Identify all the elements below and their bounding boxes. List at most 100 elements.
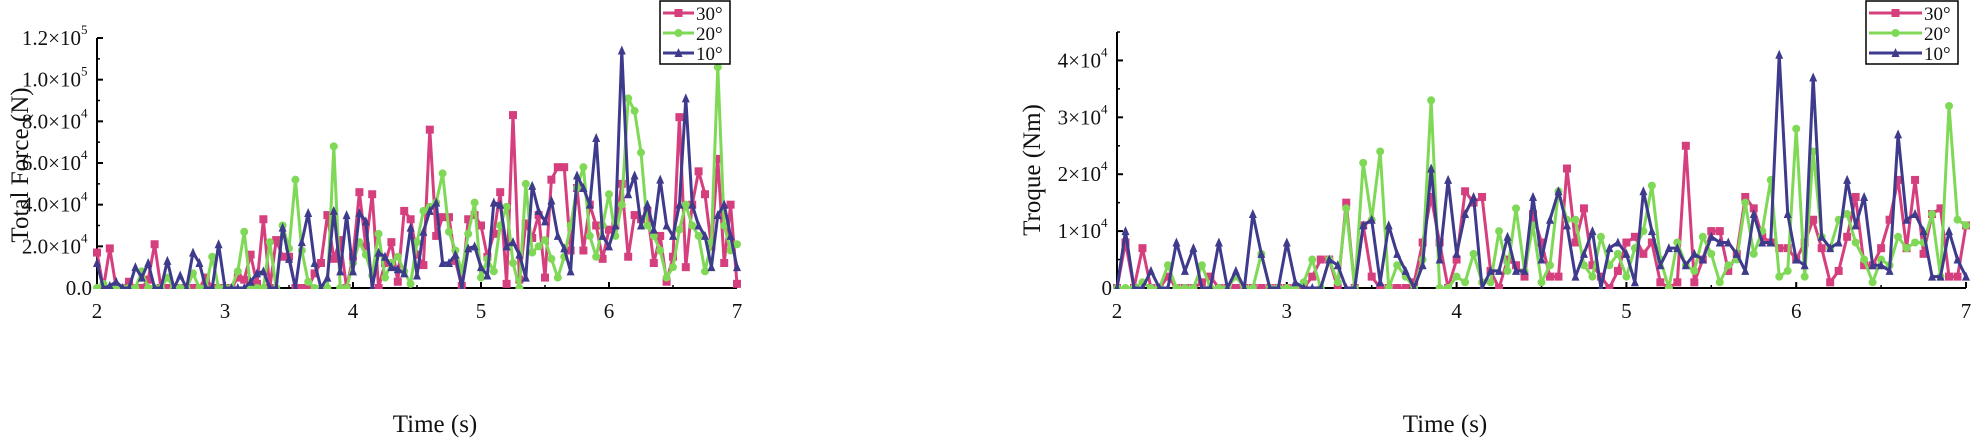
circle-marker (1452, 272, 1461, 281)
square-marker (355, 188, 364, 197)
legend-label: 20° (696, 24, 723, 45)
triangle-marker (489, 197, 498, 207)
square-marker (675, 113, 684, 122)
triangle-marker (451, 249, 460, 259)
circle-marker (733, 240, 741, 249)
triangle-marker (1248, 209, 1257, 219)
square-marker (125, 277, 133, 286)
triangle-marker (406, 222, 415, 232)
square-marker (1775, 244, 1784, 253)
circle-marker (669, 263, 677, 272)
triangle-marker (656, 174, 665, 184)
triangle-marker (1318, 283, 1324, 289)
series-10deg (93, 45, 741, 289)
circle-marker (617, 200, 626, 209)
triangle-marker (1834, 237, 1843, 247)
triangle-marker (694, 220, 703, 230)
circle-marker (1197, 261, 1206, 270)
square-marker (579, 246, 588, 255)
triangle-marker (701, 230, 709, 240)
square-marker (189, 284, 197, 289)
circle-marker (1596, 232, 1605, 241)
triangle-marker (253, 268, 261, 278)
triangle-marker (413, 270, 421, 280)
series-10deg (1114, 49, 1970, 289)
circle-marker (624, 94, 633, 103)
x-axis-label: Time (s) (393, 411, 478, 438)
square-marker (1953, 272, 1962, 281)
circle-marker (1545, 261, 1554, 270)
square-marker (1817, 244, 1826, 253)
circle-marker (1775, 272, 1784, 281)
legend: 30°20°10° (659, 0, 731, 65)
square-marker (1452, 255, 1461, 264)
triangle-marker (1554, 186, 1563, 196)
square-marker (1851, 192, 1860, 201)
circle-marker (329, 142, 338, 151)
circle-marker (323, 284, 332, 289)
triangle-marker (477, 262, 485, 272)
triangle-marker (304, 208, 313, 217)
triangle-marker (675, 199, 684, 209)
triangle-marker (329, 205, 338, 215)
square-marker (534, 211, 543, 220)
square-marker (1333, 284, 1342, 289)
square-marker (1639, 249, 1648, 258)
square-marker (1435, 238, 1444, 247)
square-marker (381, 259, 389, 267)
triangle-marker (1681, 260, 1690, 270)
square-marker (1911, 175, 1920, 184)
triangle-marker (1444, 174, 1453, 184)
triangle-marker (400, 268, 409, 278)
circle-marker (1189, 284, 1198, 289)
triangle-marker (235, 283, 241, 289)
triangle-marker (1139, 283, 1146, 289)
circle-marker (1299, 278, 1308, 287)
triangle-marker (502, 241, 511, 251)
circle-marker (1877, 255, 1886, 264)
square-marker (726, 200, 735, 209)
x-tick-label: 4 (1451, 299, 1462, 323)
circle-marker (502, 202, 511, 211)
triangle-marker (1891, 48, 1900, 57)
triangle-marker (119, 283, 126, 289)
y-axis-label: Total Force (N) (7, 87, 34, 242)
x-tick-label: 6 (1791, 299, 1802, 323)
triangle-marker (126, 283, 132, 289)
square-marker (669, 252, 677, 261)
triangle-marker (1673, 243, 1682, 253)
circle-marker (1537, 278, 1546, 287)
triangle-marker (1214, 237, 1223, 247)
square-marker (1308, 272, 1317, 281)
circle-marker (1792, 124, 1801, 133)
triangle-marker (1741, 265, 1750, 275)
circle-marker (675, 225, 684, 234)
circle-marker (643, 221, 652, 230)
circle-marker (1741, 198, 1750, 207)
circle-marker (720, 221, 729, 230)
triangle-marker (1571, 271, 1580, 281)
triangle-marker (515, 249, 524, 259)
square-marker (541, 273, 549, 282)
circle-marker (1469, 249, 1478, 258)
triangle-marker (349, 266, 357, 276)
square-marker (445, 213, 453, 222)
triangle-marker (1664, 243, 1673, 253)
circle-marker (477, 273, 485, 282)
circle-marker (521, 179, 530, 188)
circle-marker (1690, 266, 1699, 275)
square-marker (477, 221, 485, 230)
square-marker (1571, 238, 1580, 247)
circle-marker (240, 227, 249, 236)
triangle-marker (1469, 191, 1478, 201)
square-marker (432, 231, 441, 240)
triangle-marker (1851, 220, 1860, 230)
triangle-marker (1325, 254, 1334, 264)
triangle-marker (1282, 237, 1291, 247)
triangle-marker (419, 226, 428, 236)
circle-marker (259, 284, 268, 289)
circle-marker (445, 227, 453, 236)
square-marker (649, 259, 658, 267)
square-marker (656, 231, 665, 240)
y-tick-exponent: 4 (1101, 215, 1108, 230)
